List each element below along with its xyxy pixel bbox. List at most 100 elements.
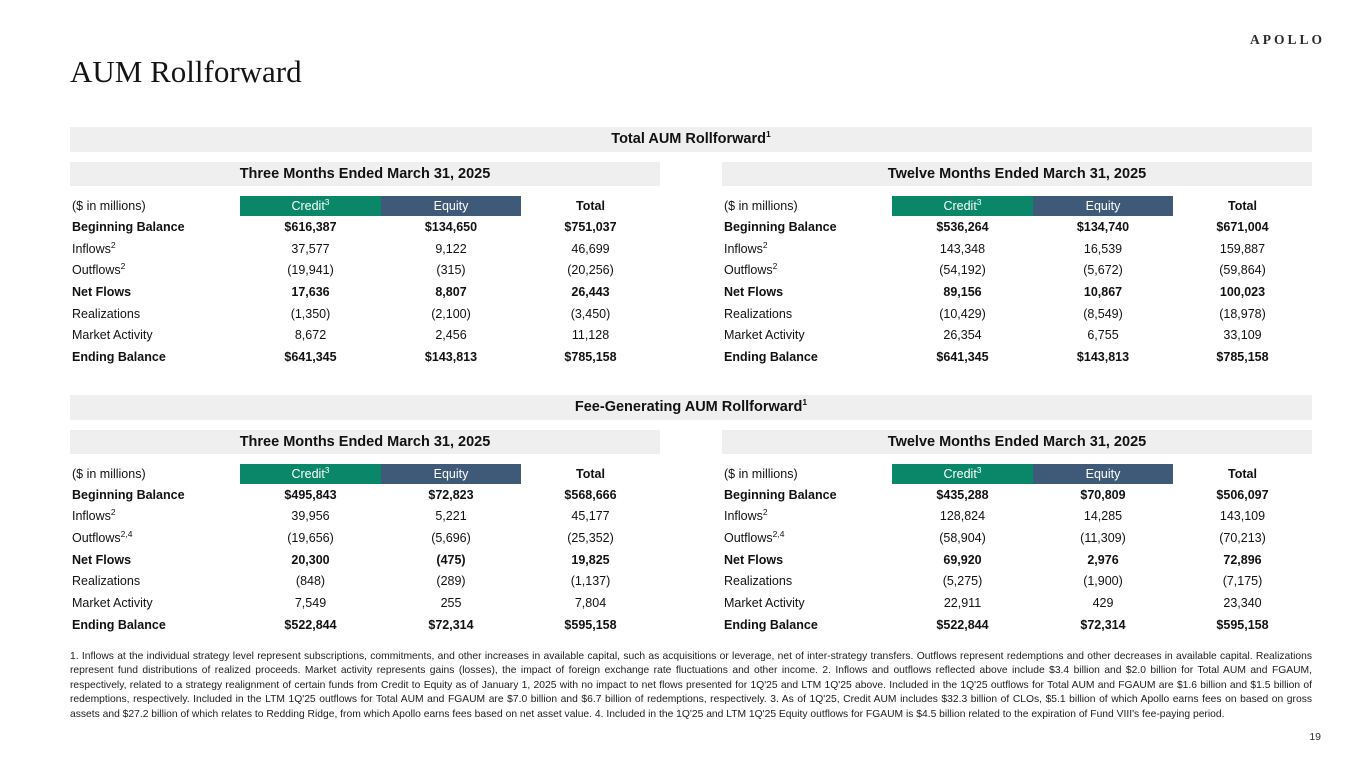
cell-value: 7,804 <box>574 596 607 611</box>
row-label: Market Activity <box>724 596 805 611</box>
unit-label: ($ in millions) <box>724 466 798 481</box>
row-label: Net Flows <box>72 552 132 567</box>
cell-value: 46,699 <box>571 241 610 256</box>
cell-value: $435,288 <box>936 487 989 502</box>
cell-value: (8,549) <box>1083 306 1123 321</box>
table-row: Beginning Balance $616,387 $134,650 $751,03… <box>70 216 660 238</box>
section-fee-generating-aum: Fee-Generating AUM Rollforward1 Three Mo… <box>70 394 1312 636</box>
row-label: Outflows2,4 <box>724 528 785 546</box>
cell-value: (20,256) <box>567 263 614 278</box>
cell-value: $70,809 <box>1080 487 1126 502</box>
table-row: Net Flows 17,636 8,807 26,443 <box>70 281 660 303</box>
column-header-equity: Equity <box>1033 196 1173 216</box>
cell-value: 6,755 <box>1087 328 1119 343</box>
cell-value: 19,825 <box>571 552 610 567</box>
table-row: Outflows2,4 (58,904) (11,309) (70,213) <box>722 527 1312 549</box>
column-header-credit: Credit3 <box>240 196 381 216</box>
cell-value: $671,004 <box>1216 219 1269 234</box>
cell-value: (5,275) <box>942 574 983 589</box>
cell-value: $751,037 <box>564 219 617 234</box>
cell-value: (3,450) <box>570 306 611 321</box>
row-label: Market Activity <box>72 328 153 343</box>
table-total-aum-twelve-months: Twelve Months Ended March 31, 2025 ($ in … <box>722 162 1312 368</box>
column-header-credit: Credit3 <box>240 463 381 484</box>
cell-value: 14,285 <box>1083 509 1123 524</box>
table-row: Net Flows 69,920 2,976 72,896 <box>722 549 1312 571</box>
table-row: Net Flows 20,300 (475) 19,825 <box>70 549 660 571</box>
cell-value: 45,177 <box>571 509 610 524</box>
row-label: Inflows2 <box>724 507 768 524</box>
table-row: Realizations (848) (289) (1,137) <box>70 571 660 593</box>
column-header-credit: Credit3 <box>892 463 1033 484</box>
unit-label: ($ in millions) <box>72 466 146 481</box>
cell-value: 5,221 <box>435 509 467 524</box>
row-label: Ending Balance <box>724 617 818 632</box>
row-label: Beginning Balance <box>72 219 185 234</box>
cell-value: $568,666 <box>564 487 617 502</box>
table-row: Market Activity 7,549 255 7,804 <box>70 592 660 614</box>
page-title: AUM Rollforward <box>70 54 302 89</box>
column-header-row: ($ in millions) Credit3 Equity Total <box>722 196 1312 216</box>
column-header-equity: Equity <box>1033 463 1173 484</box>
row-label: Beginning Balance <box>724 219 837 234</box>
column-header-total: Total <box>576 199 605 213</box>
cell-value: 37,577 <box>291 241 330 256</box>
cell-value: 72,896 <box>1223 552 1262 567</box>
period-header: Three Months Ended March 31, 2025 <box>70 162 660 186</box>
row-label: Outflows2,4 <box>72 528 133 546</box>
column-header-credit: Credit3 <box>892 196 1033 216</box>
cell-value: 39,956 <box>291 509 330 524</box>
cell-value: 33,109 <box>1223 328 1262 343</box>
table-row: Ending Balance $641,345 $143,813 $785,158 <box>70 346 660 368</box>
cell-value: $785,158 <box>1216 349 1269 364</box>
footnote-ref: 3 <box>976 196 982 207</box>
footnote-ref: 2 <box>110 507 116 518</box>
cell-value: 2,456 <box>435 328 467 343</box>
page-number: 19 <box>1309 731 1321 743</box>
table-row: Inflows2 128,824 14,285 143,109 <box>722 506 1312 528</box>
cell-value: (1,900) <box>1083 574 1123 589</box>
cell-value: 255 <box>440 596 462 611</box>
table-row: Outflows2 (19,941) (315) (20,256) <box>70 259 660 281</box>
cell-value: $522,844 <box>936 617 989 632</box>
table-row: Inflows2 37,577 9,122 46,699 <box>70 238 660 260</box>
tables-row: Three Months Ended March 31, 2025 ($ in m… <box>70 429 1312 636</box>
cell-value: (11,309) <box>1080 531 1126 546</box>
row-label: Beginning Balance <box>724 487 837 502</box>
footnote-ref: 2,4 <box>772 528 785 539</box>
table-fgaum-twelve-months: Twelve Months Ended March 31, 2025 ($ in … <box>722 429 1312 636</box>
cell-value: $506,097 <box>1216 487 1269 502</box>
cell-value: 2,976 <box>1087 552 1119 567</box>
table-row: Beginning Balance $495,843 $72,823 $568,666 <box>70 484 660 506</box>
cell-value: 143,109 <box>1219 509 1266 524</box>
row-label: Ending Balance <box>72 617 166 632</box>
footnote-ref: 2 <box>762 239 768 250</box>
table-row: Inflows2 39,956 5,221 45,177 <box>70 506 660 528</box>
column-header-equity: Equity <box>381 463 521 484</box>
row-label: Inflows2 <box>72 507 116 524</box>
content-area: Total AUM Rollforward1 Three Months Ende… <box>70 127 1312 723</box>
table-row: Realizations (10,429) (8,549) (18,978) <box>722 303 1312 325</box>
column-header-row: ($ in millions) Credit3 Equity Total <box>722 463 1312 484</box>
cell-value: (475) <box>436 552 466 567</box>
cell-value: (848) <box>295 574 326 589</box>
apollo-logo: APOLLO <box>1249 32 1325 47</box>
row-label: Inflows2 <box>724 239 768 256</box>
column-header-total: Total <box>1228 466 1257 481</box>
cell-value: (5,672) <box>1083 263 1123 278</box>
cell-value: 89,156 <box>943 284 982 299</box>
section-title-footnote-ref: 1 <box>765 129 771 140</box>
period-header: Twelve Months Ended March 31, 2025 <box>722 429 1312 454</box>
cell-value: 128,824 <box>939 509 986 524</box>
cell-value: 9,122 <box>435 241 467 256</box>
section-total-aum: Total AUM Rollforward1 Three Months Ende… <box>70 127 1312 368</box>
cell-value: $522,844 <box>284 617 337 632</box>
table-row: Net Flows 89,156 10,867 100,023 <box>722 281 1312 303</box>
cell-value: 17,636 <box>291 284 330 299</box>
cell-value: (1,137) <box>570 574 611 589</box>
cell-value: 8,672 <box>294 328 327 343</box>
cell-value: (2,100) <box>431 306 471 321</box>
cell-value: $72,314 <box>1080 617 1126 632</box>
footnotes: 1. Inflows at the individual strategy le… <box>70 650 1312 720</box>
cell-value: 143,348 <box>939 241 986 256</box>
